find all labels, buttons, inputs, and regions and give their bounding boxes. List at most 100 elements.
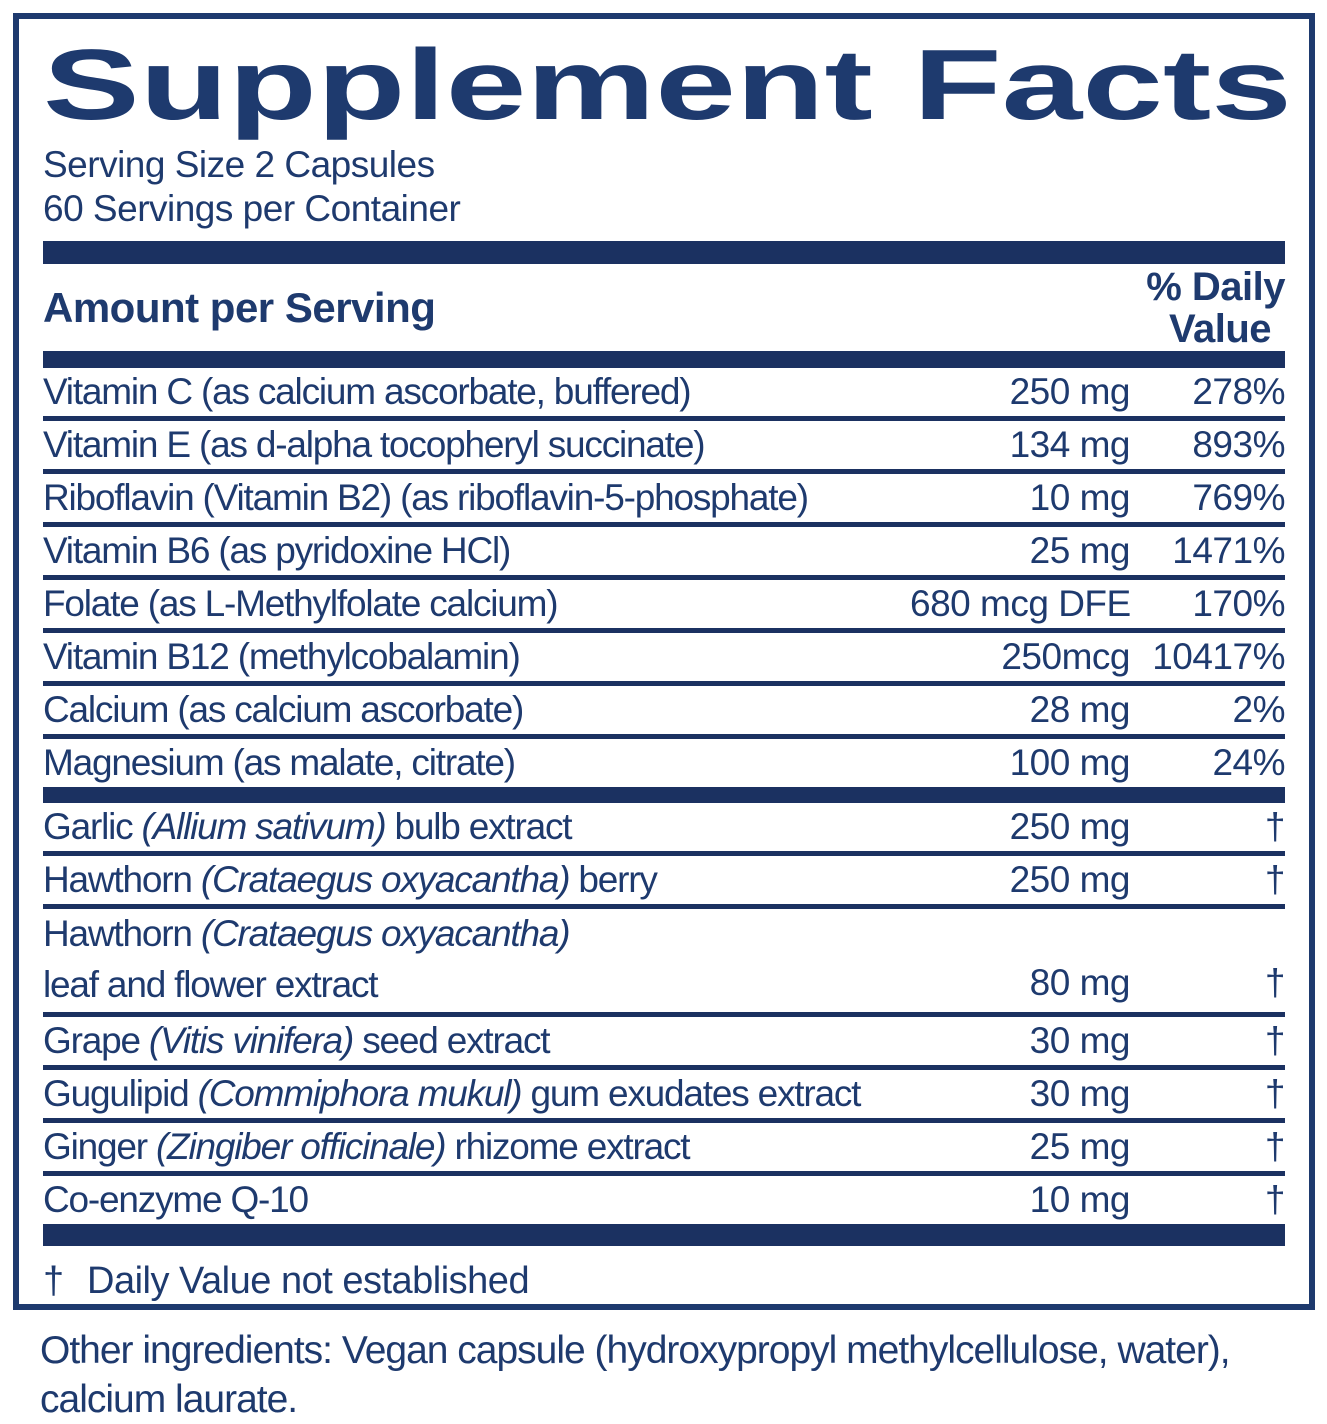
divider-bar-top bbox=[43, 241, 1285, 264]
table-header: Amount per Serving % Daily Value bbox=[43, 264, 1285, 351]
latin-name: (Vitis vinifera) bbox=[148, 1020, 354, 1061]
row-divider bbox=[43, 416, 1285, 421]
ingredient-daily-value: 170% bbox=[1192, 583, 1285, 624]
ingredient-text: rhizome extract bbox=[445, 1126, 690, 1167]
ingredient-daily-value: 2% bbox=[1232, 689, 1286, 730]
dagger-symbol: † bbox=[43, 1260, 64, 1302]
ingredient-daily-value: † bbox=[1264, 806, 1286, 847]
ingredient-daily-value: 10417% bbox=[1152, 636, 1285, 677]
table-row: Co-enzyme Q-10 10 mg † bbox=[43, 1176, 1286, 1224]
table-row: Calcium (as calcium ascorbate) 28 mg 2% bbox=[43, 686, 1286, 734]
daily-value-heading: % Daily Value bbox=[1146, 266, 1285, 350]
ingredient-name-line1: Hawthorn (Crataegus oxyacantha) bbox=[43, 908, 910, 959]
ingredient-amount: 80 mg bbox=[1029, 962, 1131, 1003]
ingredient-text: Folate (as L-Methylfolate calcium) bbox=[43, 583, 559, 624]
ingredient-name: Hawthorn (Crataegus oxyacantha) leaf and … bbox=[43, 908, 910, 1012]
ingredient-daily-value: † bbox=[1264, 1126, 1286, 1167]
ingredient-name: Magnesium (as malate, citrate) bbox=[43, 742, 910, 784]
ingredient-text: Co-enzyme Q-10 bbox=[43, 1179, 309, 1220]
ingredient-text: berry bbox=[569, 859, 658, 900]
ingredient-text: Ginger bbox=[43, 1126, 156, 1167]
ingredient-amount: 10 mg bbox=[1029, 1179, 1131, 1220]
row-divider bbox=[43, 1118, 1285, 1123]
table-row: Vitamin B12 (methylcobalamin) 250mcg 10417… bbox=[43, 633, 1286, 681]
ingredient-name: Grape (Vitis vinifera) seed extract bbox=[43, 1020, 910, 1062]
ingredient-text: gum exudates extract bbox=[521, 1073, 862, 1114]
ingredient-text: Gugulipid bbox=[43, 1073, 198, 1114]
ingredient-daily-value: 24% bbox=[1212, 742, 1285, 783]
ingredient-amount: 250mcg bbox=[1001, 636, 1130, 677]
ingredient-amount: 680 mcg DFE bbox=[910, 583, 1131, 624]
ingredient-name: Hawthorn (Crataegus oxyacantha) berry bbox=[43, 859, 910, 901]
ingredient-name: Co-enzyme Q-10 bbox=[43, 1179, 910, 1221]
ingredient-amount: 100 mg bbox=[1009, 742, 1131, 783]
ingredient-amount: 25 mg bbox=[1029, 1126, 1131, 1167]
ingredient-text: Grape bbox=[43, 1020, 149, 1061]
row-divider bbox=[43, 1171, 1285, 1176]
row-divider bbox=[43, 628, 1285, 633]
ingredient-text: Hawthorn bbox=[43, 859, 201, 900]
row-divider bbox=[43, 734, 1285, 739]
supplement-facts-panel: Supplement Facts Serving Size 2 Capsules… bbox=[13, 13, 1315, 1310]
table-row: Vitamin E (as d-alpha tocopheryl succina… bbox=[43, 421, 1286, 469]
ingredient-amount: 28 mg bbox=[1029, 689, 1131, 730]
ingredient-text: Vitamin E (as d-alpha tocopheryl succina… bbox=[43, 424, 706, 465]
ingredient-name: Gugulipid (Commiphora mukul) gum exudate… bbox=[43, 1073, 910, 1115]
ingredient-daily-value: † bbox=[1264, 1020, 1286, 1061]
ingredient-daily-value: † bbox=[1264, 859, 1286, 900]
serving-size: Serving Size 2 Capsules bbox=[43, 144, 435, 185]
table-row: Hawthorn (Crataegus oxyacantha) leaf and … bbox=[43, 908, 1286, 1012]
table-row: Riboflavin (Vitamin B2) (as riboflavin-5… bbox=[43, 474, 1286, 522]
ingredient-text: Vitamin B12 (methylcobalamin) bbox=[43, 636, 521, 677]
ingredient-text: Hawthorn bbox=[43, 913, 201, 954]
ingredient-name: Vitamin E (as d-alpha tocopheryl succina… bbox=[43, 424, 910, 466]
table-row: Grape (Vitis vinifera) seed extract 30 mg… bbox=[43, 1017, 1286, 1065]
row-divider bbox=[43, 681, 1285, 686]
table-row: Garlic (Allium sativum) bulb extract 250 … bbox=[43, 803, 1286, 851]
ingredient-text: Garlic bbox=[43, 806, 142, 847]
row-divider bbox=[43, 1065, 1285, 1070]
row-divider bbox=[43, 1012, 1285, 1017]
ingredient-name: Vitamin C (as calcium ascorbate, buffere… bbox=[43, 371, 910, 413]
ingredient-text: Vitamin B6 (as pyridoxine HCl) bbox=[43, 530, 511, 571]
ingredient-text: leaf and flower extract bbox=[43, 964, 379, 1005]
ingredient-daily-value: † bbox=[1264, 1179, 1286, 1220]
table-row: Ginger (Zingiber officinale) rhizome ext… bbox=[43, 1123, 1286, 1171]
ingredient-text: Riboflavin (Vitamin B2) (as riboflavin-5… bbox=[43, 477, 809, 518]
ingredient-amount: 134 mg bbox=[1009, 424, 1131, 465]
latin-name: (Allium sativum) bbox=[141, 806, 387, 847]
section-divider-bar bbox=[43, 787, 1285, 803]
ingredient-amount: 25 mg bbox=[1029, 530, 1131, 571]
table-row: Magnesium (as malate, citrate) 100 mg 24% bbox=[43, 739, 1286, 787]
daily-value-heading-line1: % Daily bbox=[1146, 264, 1285, 309]
row-divider bbox=[43, 851, 1285, 856]
ingredient-text: seed extract bbox=[353, 1020, 550, 1061]
ingredient-daily-value: 278% bbox=[1192, 371, 1285, 412]
divider-bar-bottom bbox=[43, 1224, 1285, 1246]
other-ingredients: Other ingredients: Vegan capsule (hydrox… bbox=[40, 1329, 1231, 1421]
ingredient-daily-value: 1471% bbox=[1172, 530, 1285, 571]
row-divider bbox=[43, 469, 1285, 474]
panel-title: Supplement Facts bbox=[43, 31, 1292, 139]
ingredient-text: Calcium (as calcium ascorbate) bbox=[43, 689, 524, 730]
ingredient-amount: 250 mg bbox=[1009, 371, 1131, 412]
table-row: Vitamin B6 (as pyridoxine HCl) 25 mg 1471% bbox=[43, 527, 1286, 575]
ingredient-text: bulb extract bbox=[385, 806, 573, 847]
ingredient-name: Riboflavin (Vitamin B2) (as riboflavin-5… bbox=[43, 477, 910, 519]
ingredient-name: Vitamin B6 (as pyridoxine HCl) bbox=[43, 530, 910, 572]
amount-per-serving-heading: Amount per Serving bbox=[43, 283, 436, 331]
ingredient-amount: 10 mg bbox=[1029, 477, 1131, 518]
servings-per-container: 60 Servings per Container bbox=[43, 188, 461, 229]
ingredient-daily-value: † bbox=[1264, 1073, 1286, 1114]
ingredient-amount: 250 mg bbox=[1009, 806, 1131, 847]
divider-bar-header bbox=[43, 351, 1285, 368]
row-divider bbox=[43, 575, 1285, 580]
ingredient-daily-value: 893% bbox=[1192, 424, 1285, 465]
ingredient-name-line2: leaf and flower extract bbox=[43, 959, 910, 1010]
footnote: † Daily Value not established bbox=[43, 1260, 1285, 1303]
ingredient-text: Magnesium (as malate, citrate) bbox=[43, 742, 516, 783]
ingredient-daily-value: 769% bbox=[1192, 477, 1285, 518]
latin-name: (Crataegus oxyacantha) bbox=[200, 859, 571, 900]
ingredient-name: Garlic (Allium sativum) bulb extract bbox=[43, 806, 910, 848]
footnote-text: Daily Value not established bbox=[87, 1260, 530, 1302]
